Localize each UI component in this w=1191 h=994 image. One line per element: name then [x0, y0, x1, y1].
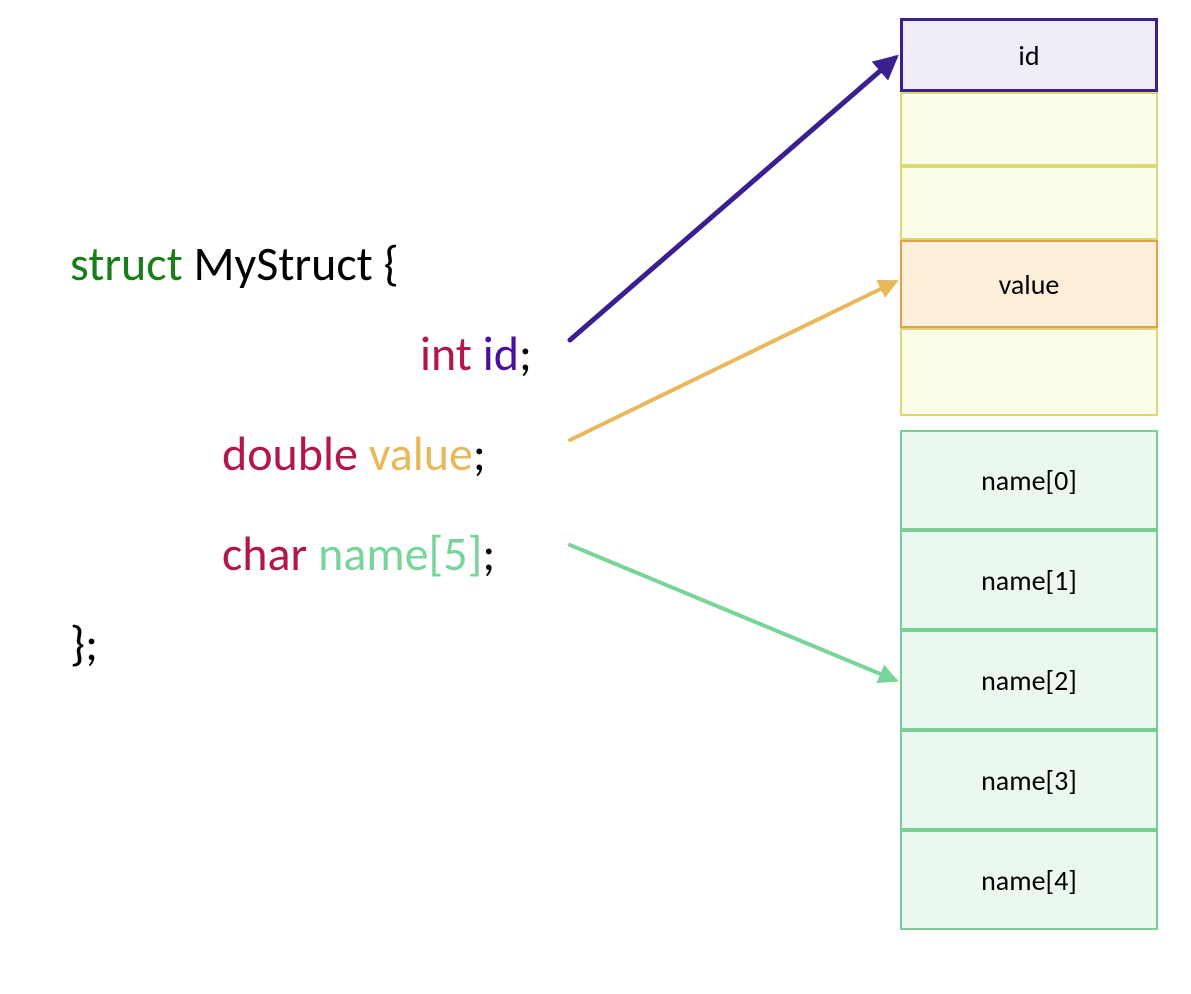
memory-cell-label: value: [999, 267, 1060, 302]
code-line-0: struct MyStruct {: [70, 240, 399, 288]
memory-cell-label: name[0]: [981, 463, 1077, 498]
memory-cell-3: value: [900, 240, 1158, 328]
code-token: ;: [519, 324, 532, 383]
code-token: ;: [482, 524, 495, 583]
memory-cell-label: name[4]: [981, 863, 1077, 898]
code-line-3: char name[5];: [222, 530, 495, 578]
code-token: [307, 524, 318, 583]
code-token: };: [70, 614, 98, 673]
memory-cell-label: id: [1018, 38, 1039, 73]
memory-cell-6: name[1]: [900, 530, 1158, 630]
memory-cell-1: [900, 92, 1158, 166]
code-token: struct: [70, 234, 183, 293]
memory-cell-7: name[2]: [900, 630, 1158, 730]
code-line-2: double value;: [222, 430, 486, 478]
arrow-0: [570, 58, 895, 340]
code-token: [472, 324, 483, 383]
code-token: int: [420, 324, 472, 383]
code-token: char: [222, 524, 307, 583]
code-line-1: int id;: [420, 330, 532, 378]
code-line-4: };: [70, 620, 98, 668]
memory-cell-8: name[3]: [900, 730, 1158, 830]
memory-cell-label: name[1]: [981, 563, 1077, 598]
memory-cell-label: name[2]: [981, 663, 1077, 698]
code-token: double: [222, 424, 358, 483]
code-token: id: [483, 324, 519, 383]
memory-cell-9: name[4]: [900, 830, 1158, 930]
memory-cell-4: [900, 328, 1158, 416]
memory-cell-5: name[0]: [900, 430, 1158, 530]
struct-memory-diagram: struct MyStruct {int id;double value;cha…: [0, 0, 1191, 994]
code-token: name[5]: [318, 524, 482, 583]
arrow-1: [570, 282, 895, 440]
memory-cell-2: [900, 166, 1158, 240]
memory-cell-label: name[3]: [981, 763, 1077, 798]
code-token: value: [369, 424, 473, 483]
code-token: MyStruct {: [183, 234, 399, 293]
arrow-2: [570, 545, 895, 680]
code-token: ;: [473, 424, 486, 483]
code-token: [358, 424, 369, 483]
memory-cell-0: id: [900, 18, 1158, 92]
